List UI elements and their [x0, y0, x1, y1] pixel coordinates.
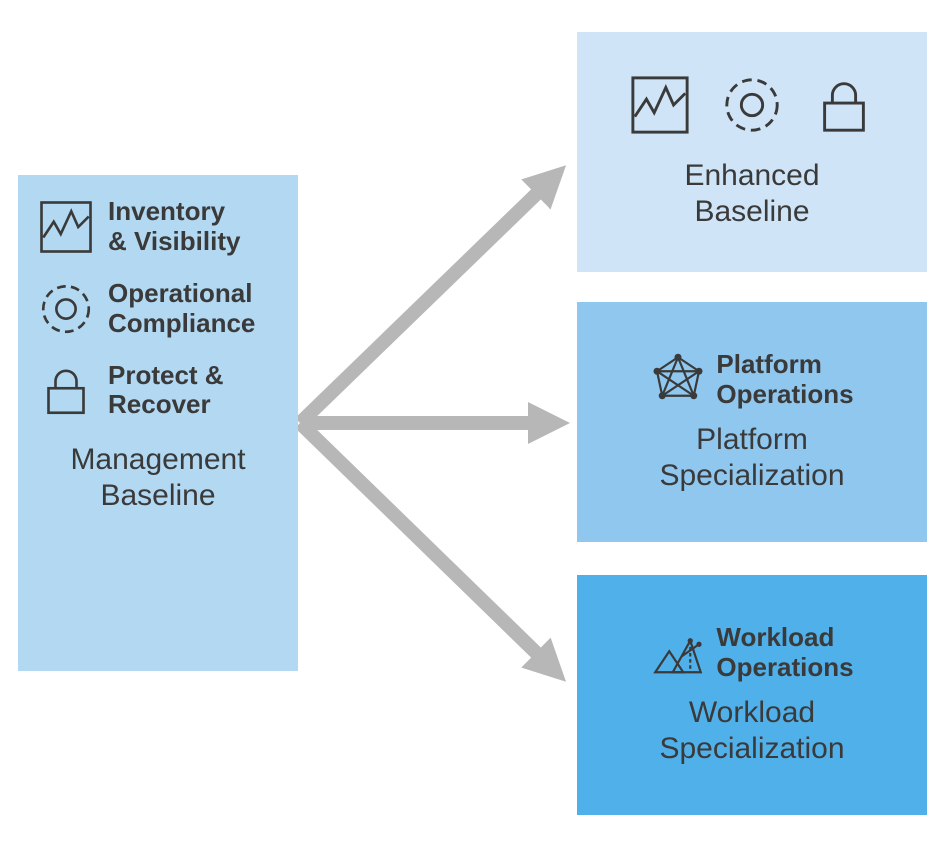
enhanced-caption-line1: Enhanced	[684, 159, 819, 192]
item-inventory-label-line1: Inventory	[108, 196, 225, 226]
item-inventory-label: Inventory & Visibility	[108, 197, 240, 257]
platform-caption-line2: Specialization	[659, 459, 844, 492]
arrow-to-workload	[300, 423, 556, 672]
item-operational-label: Operational Compliance	[108, 279, 255, 339]
platform-operations-item: Platform Operations	[650, 350, 853, 410]
chart-icon	[629, 74, 691, 136]
gear-icon	[38, 281, 94, 337]
workload-specialization-box: Workload Operations Workload Specializat…	[577, 575, 927, 815]
platform-operations-label: Platform Operations	[716, 350, 853, 410]
arrow-to-enhanced	[300, 175, 556, 423]
item-operational: Operational Compliance	[38, 279, 278, 339]
platform-ops-line1: Platform	[716, 349, 821, 379]
enhanced-icons-row	[629, 74, 875, 136]
diagram-canvas: Inventory & Visibility Operational Compl…	[0, 0, 947, 860]
enhanced-baseline-box: Enhanced Baseline	[577, 32, 927, 272]
item-protect-label-line1: Protect &	[108, 360, 224, 390]
item-protect-label-line2: Recover	[108, 389, 211, 419]
workload-ops-line1: Workload	[716, 622, 834, 652]
enhanced-baseline-caption: Enhanced Baseline	[684, 158, 819, 230]
workload-specialization-caption: Workload Specialization	[659, 695, 844, 767]
workload-ops-line2: Operations	[716, 652, 853, 682]
item-inventory: Inventory & Visibility	[38, 197, 278, 257]
workload-icon	[650, 624, 706, 682]
enhanced-caption-line2: Baseline	[694, 195, 809, 228]
workload-operations-item: Workload Operations	[650, 623, 853, 683]
management-baseline-caption: Management Baseline	[38, 442, 278, 514]
item-operational-label-line1: Operational	[108, 278, 252, 308]
platform-specialization-box: Platform Operations Platform Specializat…	[577, 302, 927, 542]
workload-caption-line2: Specialization	[659, 732, 844, 765]
workload-caption-line1: Workload	[689, 696, 815, 729]
workload-operations-label: Workload Operations	[716, 623, 853, 683]
network-icon	[650, 351, 706, 409]
platform-specialization-caption: Platform Specialization	[659, 422, 844, 494]
item-protect: Protect & Recover	[38, 361, 278, 421]
gear-icon	[721, 74, 783, 136]
item-protect-label: Protect & Recover	[108, 361, 224, 421]
management-baseline-box: Inventory & Visibility Operational Compl…	[18, 175, 298, 671]
platform-caption-line1: Platform	[696, 423, 808, 456]
chart-icon	[38, 199, 94, 255]
lock-icon	[813, 74, 875, 136]
item-inventory-label-line2: & Visibility	[108, 226, 240, 256]
platform-ops-line2: Operations	[716, 379, 853, 409]
lock-icon	[38, 362, 94, 418]
item-operational-label-line2: Compliance	[108, 308, 255, 338]
